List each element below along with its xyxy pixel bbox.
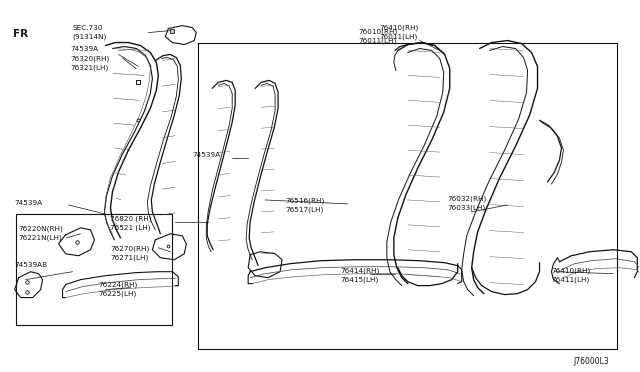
Text: 76516(RH): 76516(RH) xyxy=(285,198,324,205)
Bar xyxy=(198,42,618,349)
Text: J76000L3: J76000L3 xyxy=(573,357,609,366)
Text: 76410(RH): 76410(RH) xyxy=(380,25,419,31)
Text: 76517(LH): 76517(LH) xyxy=(285,207,323,214)
Text: 76220N(RH): 76220N(RH) xyxy=(19,226,63,232)
Text: 76010(RH): 76010(RH) xyxy=(358,29,397,35)
Text: 76521 (LH): 76521 (LH) xyxy=(111,225,151,231)
Text: 76011(LH): 76011(LH) xyxy=(358,38,396,44)
Text: 76011(LH): 76011(LH) xyxy=(380,33,418,40)
Text: (91314N): (91314N) xyxy=(72,33,107,40)
Text: 76221N(LH): 76221N(LH) xyxy=(19,235,63,241)
Text: 74539A: 74539A xyxy=(15,200,43,206)
Text: 76033(LH): 76033(LH) xyxy=(448,205,486,211)
Text: FR: FR xyxy=(13,29,28,39)
Text: 74539A: 74539A xyxy=(192,152,220,158)
Text: 76410(RH): 76410(RH) xyxy=(552,268,591,274)
Text: 76270(RH): 76270(RH) xyxy=(111,246,150,252)
Text: 76411(LH): 76411(LH) xyxy=(552,277,589,283)
Bar xyxy=(15,214,172,326)
Text: 76414(RH): 76414(RH) xyxy=(340,268,380,274)
Text: 74539A: 74539A xyxy=(70,45,99,52)
Text: 74539AB: 74539AB xyxy=(15,262,48,268)
Text: 76225(LH): 76225(LH) xyxy=(99,291,137,297)
Text: 76032(RH): 76032(RH) xyxy=(448,196,487,202)
Text: SEC.730: SEC.730 xyxy=(72,25,103,31)
Text: 76415(LH): 76415(LH) xyxy=(340,277,378,283)
Text: 76224(RH): 76224(RH) xyxy=(99,282,138,288)
Text: 76271(LH): 76271(LH) xyxy=(111,255,148,261)
Text: 76820 (RH): 76820 (RH) xyxy=(111,216,152,222)
Text: 76320(RH): 76320(RH) xyxy=(70,55,110,62)
Text: 76321(LH): 76321(LH) xyxy=(70,64,109,71)
